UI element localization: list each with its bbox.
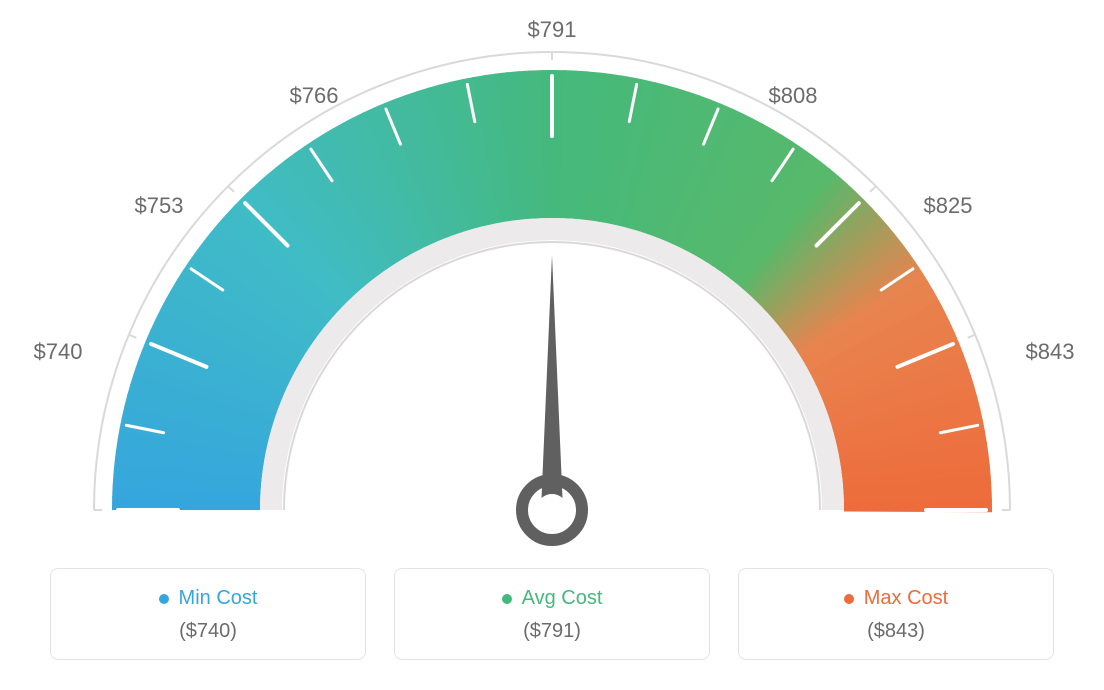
legend-label-min: Min Cost <box>179 587 258 610</box>
gauge-chart: $740 $753 $766 $791 $808 $825 $843 <box>0 0 1104 560</box>
legend-card-min: Min Cost ($740) <box>50 568 366 660</box>
gauge-tick-label: $753 <box>135 193 184 219</box>
legend-row: Min Cost ($740) Avg Cost ($791) Max Cost… <box>0 568 1104 660</box>
gauge-tick-label: $843 <box>1026 339 1075 365</box>
gauge-tick-label: $740 <box>34 339 83 365</box>
legend-value-min: ($740) <box>61 620 355 643</box>
legend-value-max: ($843) <box>749 620 1043 643</box>
gauge-tick-label: $825 <box>924 193 973 219</box>
gauge-tick-label: $808 <box>769 83 818 109</box>
legend-title-min: Min Cost <box>159 587 258 610</box>
gauge-tick-label: $791 <box>528 17 577 43</box>
legend-dot-min <box>159 594 169 604</box>
legend-label-max: Max Cost <box>864 587 948 610</box>
gauge-tick-label: $766 <box>290 83 339 109</box>
legend-value-avg: ($791) <box>405 620 699 643</box>
legend-label-avg: Avg Cost <box>522 587 603 610</box>
gauge-svg <box>0 0 1104 560</box>
legend-card-avg: Avg Cost ($791) <box>394 568 710 660</box>
legend-title-avg: Avg Cost <box>502 587 603 610</box>
legend-title-max: Max Cost <box>844 587 948 610</box>
legend-dot-avg <box>502 594 512 604</box>
legend-dot-max <box>844 594 854 604</box>
legend-card-max: Max Cost ($843) <box>738 568 1054 660</box>
